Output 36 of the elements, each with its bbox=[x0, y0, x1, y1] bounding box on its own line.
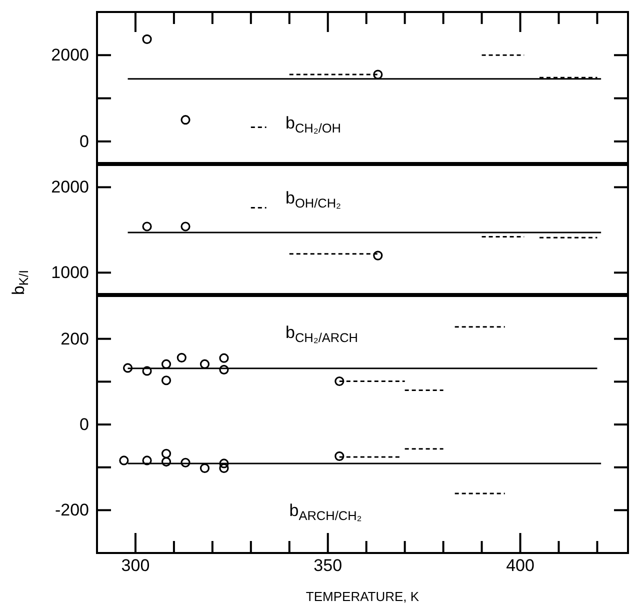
point bbox=[200, 359, 210, 369]
point bbox=[219, 463, 229, 473]
y-tick-label: -200 bbox=[54, 500, 89, 520]
y-tick-label: 2000 bbox=[51, 178, 89, 197]
point bbox=[142, 366, 152, 376]
point bbox=[176, 352, 186, 362]
annotation: b$_{CH₂/ARCH}$ bbox=[286, 322, 358, 345]
y-tick-label: 0 bbox=[80, 414, 89, 434]
point bbox=[219, 364, 229, 374]
x-axis-title: TEMPERATURE, K bbox=[306, 589, 420, 604]
point bbox=[180, 115, 190, 125]
point bbox=[334, 451, 344, 461]
y-tick-label: 0 bbox=[80, 132, 89, 151]
point bbox=[119, 456, 129, 466]
point bbox=[161, 448, 172, 458]
point bbox=[161, 359, 172, 369]
annotation: b$_{ARCH/CH₂}$ bbox=[289, 501, 362, 524]
y-tick-label: 1000 bbox=[51, 263, 89, 282]
point bbox=[180, 458, 190, 468]
point bbox=[334, 376, 344, 386]
y-tick-label: 200 bbox=[60, 329, 89, 348]
point bbox=[142, 34, 152, 44]
x-tick-label: 300 bbox=[121, 556, 150, 576]
point bbox=[219, 353, 229, 363]
annotation: b$_{OH/CH₂}$ bbox=[286, 188, 342, 211]
point bbox=[142, 456, 152, 466]
x-tick-label: 400 bbox=[506, 556, 534, 576]
x-tick-label: 350 bbox=[314, 556, 342, 576]
point bbox=[122, 363, 133, 373]
point bbox=[373, 70, 383, 80]
point bbox=[200, 463, 210, 473]
annotation: b$_{CH₂/OH}$ bbox=[286, 113, 342, 136]
point bbox=[161, 376, 172, 386]
point bbox=[161, 456, 172, 467]
y-tick-label: 2000 bbox=[51, 46, 89, 65]
point bbox=[219, 458, 229, 468]
